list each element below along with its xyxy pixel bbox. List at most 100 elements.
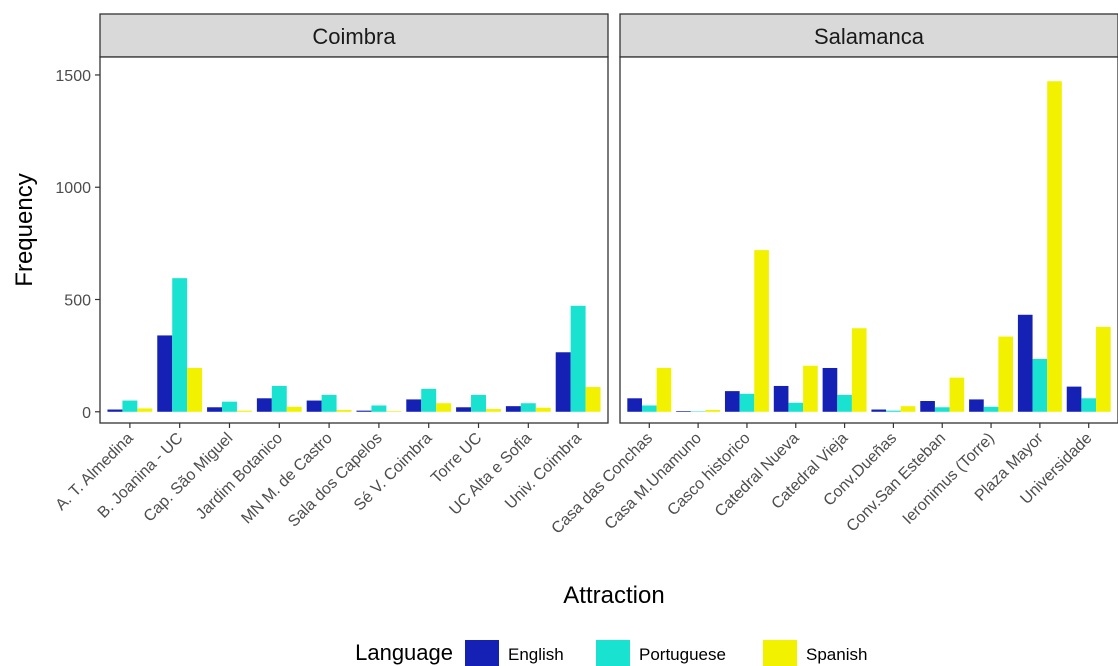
panel-border — [619, 56, 1118, 424]
legend-label: Portuguese — [639, 645, 726, 664]
bar-spanish — [998, 336, 1014, 412]
bar-spanish — [585, 387, 601, 412]
bar-spanish — [485, 409, 501, 412]
bar-spanish — [1047, 81, 1062, 412]
legend-key — [465, 640, 499, 666]
y-axis-title: Frequency — [11, 173, 38, 286]
x-tick-label: B. Joanina - UC — [95, 430, 187, 522]
bar-english — [306, 400, 322, 412]
bar-portuguese — [934, 407, 950, 412]
bar-portuguese — [1032, 359, 1048, 412]
bar-spanish — [187, 367, 203, 412]
bar-spanish — [949, 377, 965, 412]
bar-english — [773, 385, 789, 412]
bar-portuguese — [222, 401, 237, 412]
bar-english — [920, 401, 935, 412]
bar-portuguese — [570, 305, 586, 412]
x-tick-label: Catedral Nueva — [712, 430, 803, 521]
bar-english — [627, 398, 642, 412]
bar-portuguese — [172, 278, 188, 412]
bar-english — [157, 335, 173, 412]
bar-english — [871, 409, 887, 412]
x-tick-label: Sala dos Capelos — [285, 430, 386, 531]
bar-spanish — [286, 406, 302, 412]
legend-item-spanish: Spanish — [763, 640, 867, 666]
bar-portuguese — [641, 405, 657, 412]
bar-english — [456, 407, 472, 412]
bar-portuguese — [122, 400, 138, 412]
bar-english — [107, 409, 123, 412]
panel-border — [99, 56, 609, 424]
bar-spanish — [705, 409, 721, 412]
y-tick-label: 0 — [82, 405, 91, 422]
bar-english — [1017, 314, 1033, 412]
legend: Language English Portuguese Spanish — [355, 640, 867, 666]
bar-portuguese — [837, 394, 852, 412]
legend-items: English Portuguese Spanish — [465, 640, 867, 666]
x-tick-label: Ieronimus (Torre) — [900, 430, 998, 528]
bar-spanish — [336, 409, 352, 412]
x-tick-label: Casco historico — [664, 430, 753, 519]
bar-english — [505, 406, 521, 412]
legend-title: Language — [355, 640, 453, 665]
bar-portuguese — [739, 393, 755, 412]
bar-english — [555, 352, 571, 412]
bar-spanish — [436, 403, 452, 412]
bars — [107, 278, 601, 412]
bar-spanish — [386, 411, 402, 412]
facet-strip-label: Salamanca — [814, 24, 925, 49]
legend-key — [596, 640, 630, 666]
bar-portuguese — [983, 406, 999, 412]
bar-english — [356, 410, 372, 412]
bar-spanish — [851, 328, 867, 412]
bar-portuguese — [1081, 398, 1097, 412]
bar-portuguese — [421, 388, 437, 412]
bar-spanish — [656, 367, 672, 412]
y-axis: 0 500 1000 1500 — [55, 68, 100, 422]
bar-english — [676, 411, 691, 412]
bar-spanish — [803, 365, 818, 412]
x-tick-label: Cap. São Miguel — [141, 430, 237, 526]
bar-portuguese — [520, 403, 536, 412]
bar-portuguese — [321, 394, 337, 412]
y-tick-label: 1500 — [55, 68, 91, 85]
x-tick-label: MN M. de Castro — [238, 430, 336, 528]
legend-item-portuguese: Portuguese — [596, 640, 726, 666]
bar-spanish — [535, 407, 551, 412]
legend-label: Spanish — [806, 645, 867, 664]
bar-portuguese — [371, 405, 387, 412]
legend-label: English — [508, 645, 564, 664]
facet-strip — [99, 13, 609, 58]
bar-spanish — [754, 250, 769, 412]
bar-english — [406, 399, 422, 412]
y-tick-label: 500 — [64, 293, 91, 310]
bar-english — [1066, 386, 1082, 412]
bar-english — [969, 399, 984, 412]
legend-key — [763, 640, 797, 666]
bar-english — [256, 398, 272, 412]
bar-spanish — [900, 406, 916, 412]
bar-english — [724, 391, 740, 412]
y-tick-label: 1000 — [55, 180, 91, 197]
legend-item-english: English — [465, 640, 564, 666]
bar-portuguese — [886, 410, 901, 412]
bar-portuguese — [788, 402, 804, 412]
facet-strip — [619, 13, 1118, 58]
x-axis-title: Attraction — [563, 582, 664, 609]
bar-spanish — [236, 410, 252, 412]
x-tick-label: Jardim Botanico — [193, 430, 286, 523]
bar-portuguese — [471, 394, 486, 412]
bar-english — [822, 367, 838, 412]
bars — [627, 81, 1111, 412]
bar-spanish — [1096, 326, 1111, 412]
bar-spanish — [137, 408, 153, 412]
bar-english — [207, 407, 223, 412]
facet-strip-label: Coimbra — [312, 24, 396, 49]
bar-portuguese — [271, 385, 287, 412]
